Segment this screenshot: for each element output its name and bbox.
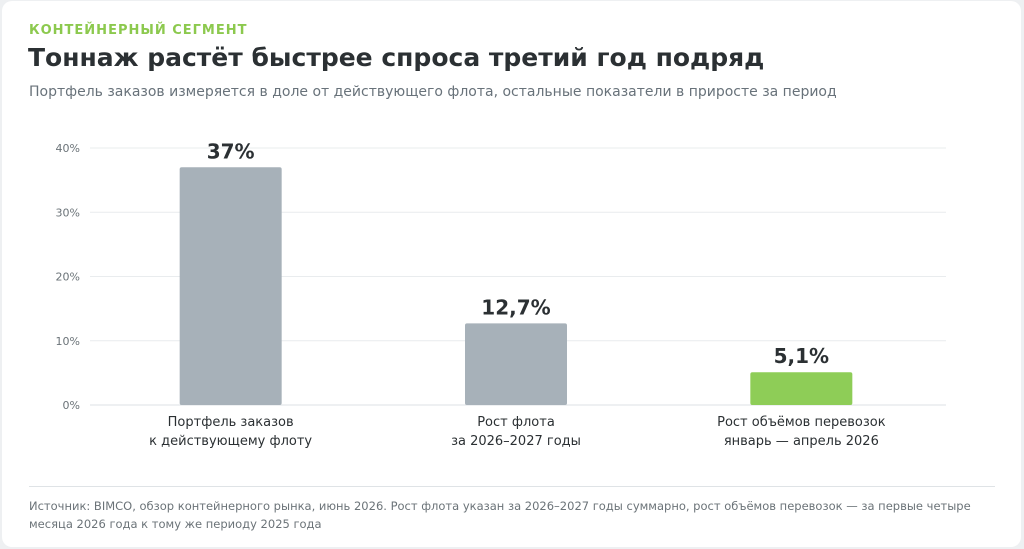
category-label: Рост объёмов перевозок (717, 415, 886, 430)
y-tick-label: 20% (56, 271, 80, 284)
bar-chart: 0% 10% 20% 30% 40% 37% Портфель заказов к дейст… (56, 139, 946, 449)
bar (750, 372, 853, 405)
category-label: Рост флота (477, 415, 555, 430)
y-tick-label: 0% (63, 399, 80, 412)
chart-subtitle: Портфель заказов измеряется в доле от де… (29, 84, 837, 100)
bar-value-label: 12,7% (481, 295, 550, 319)
chart-title: Тоннаж растёт быстрее спроса третий год … (28, 43, 765, 72)
category-label: к действующему флоту (149, 434, 312, 449)
bar-value-label: 37% (207, 139, 255, 163)
category-label: Портфель заказов (168, 415, 294, 430)
category-label: январь — апрель 2026 (724, 434, 879, 449)
y-tick-label: 10% (56, 335, 80, 348)
footer-divider (29, 486, 995, 487)
section-kicker: КОНТЕЙНЕРНЫЙ СЕГМЕНТ (29, 23, 248, 38)
bar-value-label: 5,1% (774, 344, 829, 368)
category-label: за 2026–2027 годы (451, 434, 581, 449)
bar (179, 167, 282, 405)
y-tick-label: 30% (56, 206, 80, 219)
y-tick-label: 40% (56, 142, 80, 155)
source-note: Источник: BIMCO, обзор контейнерного рын… (29, 499, 971, 531)
bar (465, 323, 567, 405)
